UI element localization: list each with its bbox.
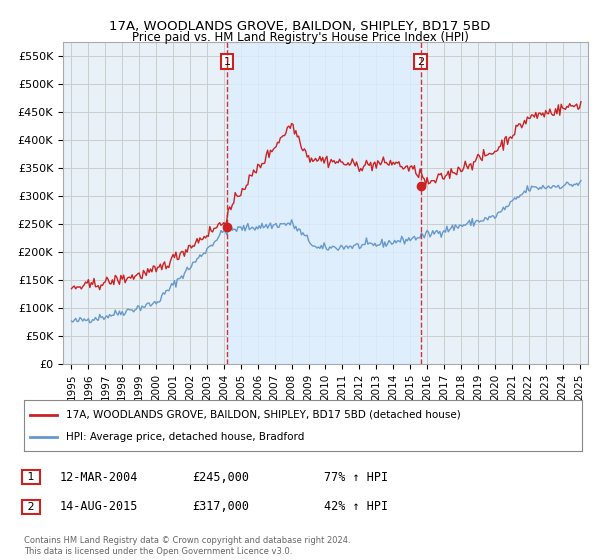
Text: 77% ↑ HPI: 77% ↑ HPI [324, 470, 388, 484]
Bar [227, 42, 421, 364]
Text: 42% ↑ HPI: 42% ↑ HPI [324, 500, 388, 514]
Text: 1: 1 [224, 57, 230, 67]
Text: £317,000: £317,000 [192, 500, 249, 514]
Text: 12-MAR-2004: 12-MAR-2004 [60, 470, 139, 484]
Text: 14-AUG-2015: 14-AUG-2015 [60, 500, 139, 514]
Text: 1: 1 [24, 472, 38, 482]
Text: 2: 2 [417, 57, 424, 67]
Text: 2: 2 [24, 502, 38, 512]
Text: 17A, WOODLANDS GROVE, BAILDON, SHIPLEY, BD17 5BD (detached house): 17A, WOODLANDS GROVE, BAILDON, SHIPLEY, … [66, 409, 461, 419]
Text: Price paid vs. HM Land Registry's House Price Index (HPI): Price paid vs. HM Land Registry's House … [131, 31, 469, 44]
Text: HPI: Average price, detached house, Bradford: HPI: Average price, detached house, Brad… [66, 432, 304, 442]
Text: 17A, WOODLANDS GROVE, BAILDON, SHIPLEY, BD17 5BD: 17A, WOODLANDS GROVE, BAILDON, SHIPLEY, … [109, 20, 491, 32]
Text: Contains HM Land Registry data © Crown copyright and database right 2024.
This d: Contains HM Land Registry data © Crown c… [24, 536, 350, 556]
Text: £245,000: £245,000 [192, 470, 249, 484]
